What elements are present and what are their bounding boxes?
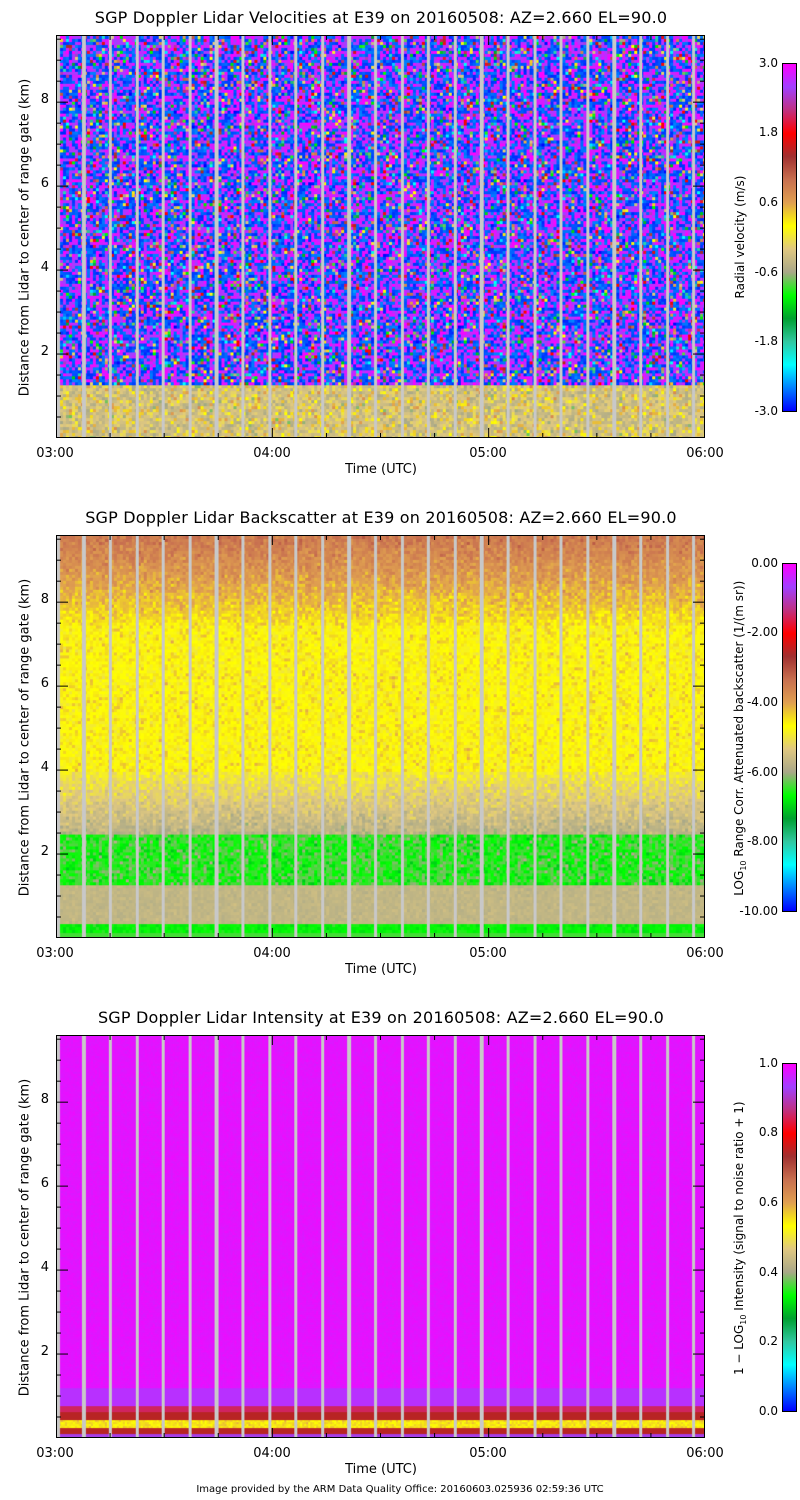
intensity-heatmap (56, 1035, 705, 1438)
x-tick-label: 04:00 (253, 446, 291, 461)
colorbar-tick-label: 1.0 (758, 1056, 778, 1070)
colorbar-tick-label: 0.00 (751, 556, 778, 570)
x-axis-label: Time (UTC) (345, 1462, 417, 1477)
colorbar-tick-label: -6.00 (746, 765, 778, 779)
colorbar-tick-label: -1.8 (754, 334, 778, 348)
x-tick-label: 06:00 (686, 446, 724, 461)
chart-title: SGP Doppler Lidar Backscatter at E39 on … (85, 508, 677, 527)
colorbar-tick-label: 0.6 (758, 1195, 778, 1209)
colorbar-tick-label: 1.8 (758, 125, 778, 139)
x-tick-label: 04:00 (253, 1446, 291, 1461)
colorbar-label: 1 − LOG10 Intensity (signal to noise rat… (732, 1058, 748, 1418)
backscatter-heatmap (56, 535, 705, 938)
y-tick-label: 8 (40, 1092, 49, 1107)
colorbar-label: Radial velocity (m/s) (733, 57, 747, 417)
y-tick-label: 6 (40, 1176, 49, 1191)
y-tick-label: 2 (40, 344, 49, 359)
colorbar (782, 1063, 797, 1412)
colorbar-label-prefix: LOG (731, 870, 746, 896)
y-tick-label: 2 (40, 1344, 49, 1359)
x-tick-label: 03:00 (36, 1446, 74, 1461)
colorbar-tick-label: -10.00 (739, 904, 778, 918)
y-tick-label: 2 (40, 844, 49, 859)
y-axis-label: Distance from Lidar to center of range g… (17, 1078, 33, 1397)
x-tick-label: 03:00 (36, 946, 74, 961)
colorbar-tick-label: -0.6 (754, 265, 778, 279)
colorbar-label-subscript: 10 (739, 1314, 749, 1325)
colorbar (782, 63, 797, 412)
heatmap-canvas (57, 1036, 704, 1437)
velocity-panel: SGP Doppler Lidar Velocities at E39 on 2… (0, 0, 800, 500)
backscatter-panel: SGP Doppler Lidar Backscatter at E39 on … (0, 500, 800, 1000)
y-tick-label: 8 (40, 92, 49, 107)
chart-title: SGP Doppler Lidar Intensity at E39 on 20… (97, 1008, 665, 1027)
velocity-heatmap (56, 35, 705, 438)
colorbar-tick-label: 0.2 (758, 1334, 778, 1348)
x-axis-label: Time (UTC) (345, 962, 417, 977)
chart-title: SGP Doppler Lidar Velocities at E39 on 2… (94, 8, 668, 27)
colorbar-label-suffix: Range Corr. Attenuated backscatter (1/(m… (731, 580, 746, 861)
heatmap-canvas (57, 36, 704, 437)
colorbar-label-prefix: 1 − LOG (731, 1324, 746, 1376)
colorbar-tick-label: 0.4 (758, 1265, 778, 1279)
colorbar-tick-label: 0.0 (758, 1404, 778, 1418)
y-tick-label: 4 (40, 260, 49, 275)
x-tick-label: 04:00 (253, 946, 291, 961)
colorbar-tick-label: -8.00 (746, 834, 778, 848)
x-tick-label: 05:00 (469, 446, 507, 461)
colorbar-label-suffix: Intensity (signal to noise ratio + 1) (731, 1101, 746, 1315)
x-tick-label: 06:00 (686, 946, 724, 961)
y-tick-label: 4 (40, 1260, 49, 1275)
colorbar-tick-label: -4.00 (746, 695, 778, 709)
y-axis-label: Distance from Lidar to center of range g… (17, 78, 33, 397)
x-tick-label: 05:00 (469, 946, 507, 961)
x-tick-label: 05:00 (469, 1446, 507, 1461)
footer-credit: Image provided by the ARM Data Quality O… (196, 1484, 604, 1495)
y-tick-label: 8 (40, 592, 49, 607)
colorbar-label-text: Radial velocity (m/s) (733, 175, 747, 299)
x-tick-label: 03:00 (36, 446, 74, 461)
y-tick-label: 6 (40, 676, 49, 691)
intensity-panel: SGP Doppler Lidar Intensity at E39 on 20… (0, 1000, 800, 1500)
x-tick-label: 06:00 (686, 1446, 724, 1461)
y-tick-label: 4 (40, 760, 49, 775)
colorbar-label-subscript: 10 (739, 860, 749, 871)
colorbar-tick-label: 0.6 (758, 195, 778, 209)
colorbar-tick-label: 0.8 (758, 1125, 778, 1139)
y-axis-label: Distance from Lidar to center of range g… (17, 578, 33, 897)
colorbar-tick-label: -3.0 (754, 404, 778, 418)
y-tick-label: 6 (40, 176, 49, 191)
colorbar-label: LOG10 Range Corr. Attenuated backscatter… (732, 558, 748, 918)
heatmap-canvas (57, 536, 704, 937)
colorbar (782, 563, 797, 912)
x-axis-label: Time (UTC) (345, 462, 417, 477)
colorbar-tick-label: -2.00 (746, 625, 778, 639)
colorbar-tick-label: 3.0 (758, 56, 778, 70)
